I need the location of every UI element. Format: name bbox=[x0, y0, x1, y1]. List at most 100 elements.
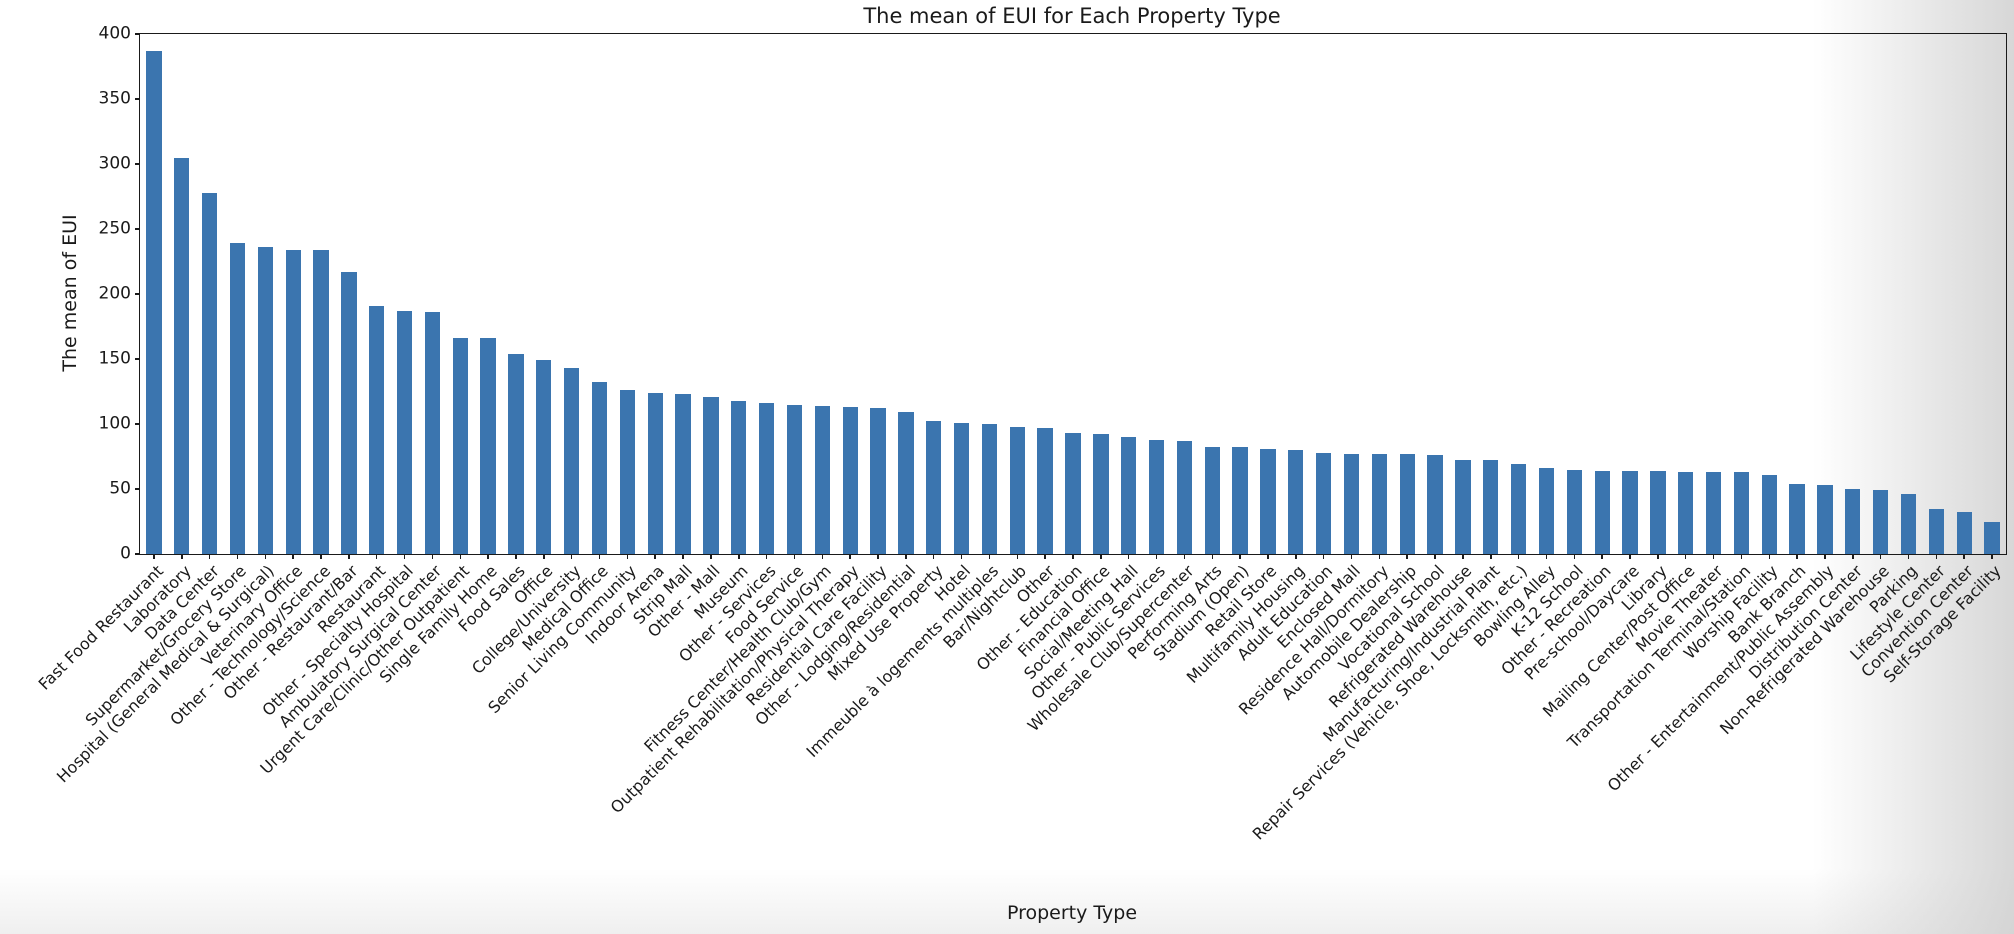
bar bbox=[898, 412, 914, 554]
bar bbox=[1455, 460, 1471, 554]
y-tick-label: 350 bbox=[98, 88, 131, 109]
bar bbox=[1873, 490, 1889, 554]
x-tick-mark bbox=[710, 554, 712, 559]
bar bbox=[1037, 427, 1053, 554]
x-tick-mark bbox=[877, 554, 879, 559]
bar bbox=[257, 247, 273, 554]
x-tick-mark bbox=[515, 554, 517, 559]
bar bbox=[396, 310, 413, 554]
y-tick-label: 400 bbox=[98, 23, 131, 44]
x-tick-mark bbox=[1573, 554, 1576, 559]
x-tick-mark bbox=[264, 554, 267, 559]
x-tick-mark bbox=[1044, 554, 1046, 559]
x-tick-mark bbox=[1127, 554, 1130, 559]
x-tick-mark bbox=[932, 554, 935, 559]
x-tick-mark bbox=[375, 554, 378, 559]
bar bbox=[1789, 483, 1805, 554]
x-tick-mark bbox=[1712, 554, 1715, 559]
bar bbox=[758, 403, 775, 554]
x-tick-mark bbox=[570, 554, 573, 559]
bar bbox=[1260, 448, 1276, 554]
bar bbox=[201, 192, 218, 554]
y-tick-label: 50 bbox=[109, 478, 131, 499]
bar bbox=[1009, 426, 1025, 554]
x-tick-mark bbox=[1740, 554, 1743, 559]
x-tick-mark bbox=[348, 554, 350, 559]
x-tick-mark bbox=[1684, 554, 1687, 559]
x-tick-mark bbox=[236, 554, 239, 559]
x-tick-mark bbox=[905, 554, 907, 559]
x-tick-mark bbox=[849, 554, 851, 559]
bar bbox=[981, 424, 998, 554]
bar bbox=[1315, 452, 1332, 554]
x-tick-mark bbox=[1545, 554, 1548, 559]
bar bbox=[1427, 455, 1443, 554]
bar bbox=[1761, 474, 1777, 554]
x-tick-mark bbox=[1935, 554, 1938, 559]
x-tick-mark bbox=[320, 554, 322, 559]
chart-title: The mean of EUI for Each Property Type bbox=[863, 4, 1281, 28]
bar bbox=[1538, 468, 1555, 554]
x-tick-mark bbox=[626, 554, 629, 559]
x-tick-mark bbox=[682, 554, 684, 559]
x-tick-mark bbox=[459, 554, 462, 559]
bar bbox=[508, 353, 524, 554]
x-tick-mark bbox=[1601, 554, 1603, 559]
x-tick-mark bbox=[1016, 554, 1019, 559]
x-tick-mark bbox=[487, 554, 489, 559]
x-tick-mark bbox=[1211, 554, 1213, 559]
y-tick-label: 250 bbox=[98, 218, 131, 239]
y-tick-label: 200 bbox=[98, 283, 131, 304]
x-tick-mark bbox=[1183, 554, 1186, 559]
x-tick-mark bbox=[1434, 554, 1436, 559]
x-tick-mark bbox=[1657, 554, 1659, 559]
x-tick-mark bbox=[1629, 554, 1631, 559]
bar bbox=[1817, 485, 1833, 554]
y-tick-mark bbox=[135, 488, 140, 490]
bar bbox=[285, 249, 301, 554]
bar bbox=[731, 400, 747, 554]
x-tick-mark bbox=[1879, 554, 1882, 559]
bar bbox=[1093, 434, 1109, 554]
y-axis-label: The mean of EUI bbox=[59, 214, 81, 372]
bar bbox=[313, 249, 329, 554]
bar bbox=[1984, 521, 2000, 554]
x-tick-mark bbox=[1490, 554, 1492, 559]
x-tick-mark bbox=[1350, 554, 1353, 559]
y-tick-label: 300 bbox=[98, 153, 131, 174]
y-tick-label: 100 bbox=[98, 413, 131, 434]
x-tick-mark bbox=[821, 554, 824, 559]
x-tick-mark bbox=[988, 554, 991, 559]
x-tick-mark bbox=[1155, 554, 1158, 559]
x-tick-mark bbox=[793, 554, 796, 559]
bar bbox=[1065, 433, 1081, 554]
bar bbox=[1204, 447, 1220, 554]
y-tick-mark bbox=[135, 33, 140, 35]
y-tick-label: 150 bbox=[98, 348, 131, 369]
x-tick-mark bbox=[543, 554, 545, 559]
x-tick-mark bbox=[738, 554, 740, 559]
x-tick-mark bbox=[292, 554, 294, 559]
x-tick-mark bbox=[1824, 554, 1826, 559]
x-tick-mark bbox=[960, 554, 963, 559]
bar bbox=[703, 396, 719, 554]
x-axis-label: Property Type bbox=[1006, 902, 1138, 924]
bar bbox=[647, 392, 663, 554]
bar bbox=[480, 338, 496, 554]
x-tick-mark bbox=[1295, 554, 1297, 559]
y-tick-mark bbox=[135, 553, 140, 555]
x-tick-mark bbox=[1796, 554, 1798, 559]
bar bbox=[1845, 489, 1861, 554]
bar bbox=[1622, 470, 1638, 554]
bar bbox=[1399, 453, 1415, 554]
bar bbox=[1510, 464, 1527, 554]
bar bbox=[564, 368, 580, 554]
bar bbox=[1733, 472, 1750, 554]
x-tick-mark bbox=[1406, 554, 1408, 559]
y-tick-mark bbox=[135, 98, 140, 100]
x-tick-mark bbox=[1462, 554, 1464, 559]
x-tick-mark bbox=[403, 554, 406, 559]
y-tick-mark bbox=[135, 423, 140, 425]
bar bbox=[146, 50, 162, 554]
y-tick-mark bbox=[135, 358, 140, 360]
